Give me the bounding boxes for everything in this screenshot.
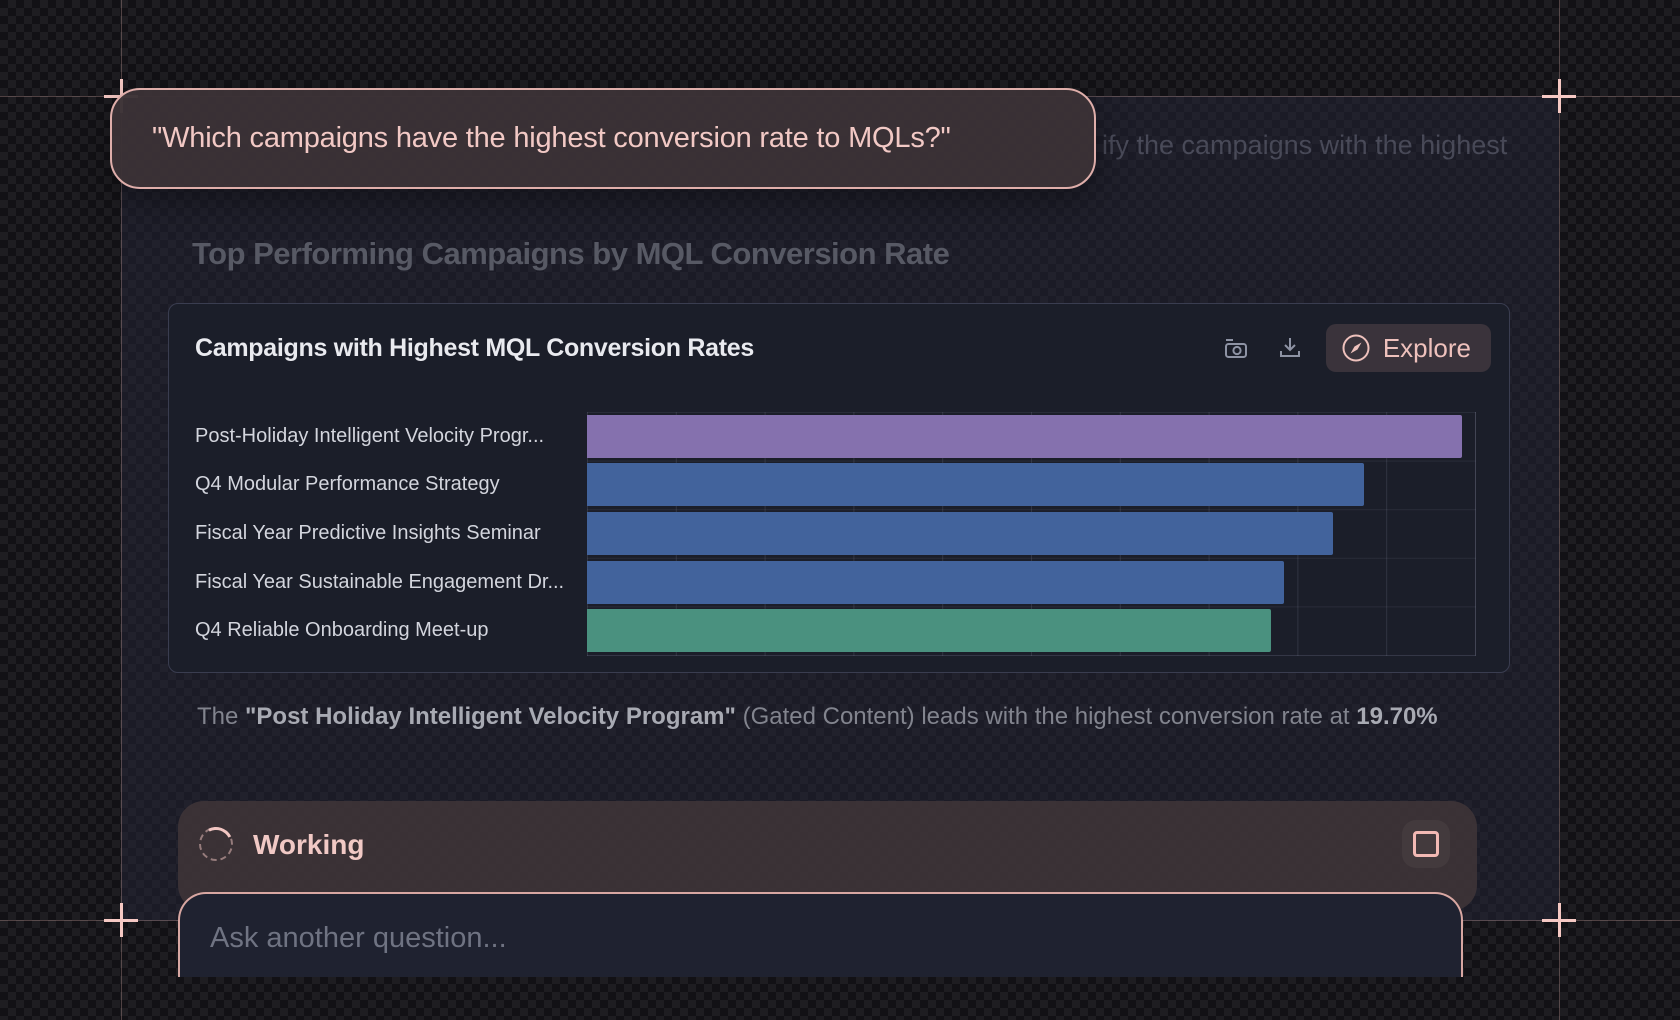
stop-button[interactable] [1402,820,1450,868]
bar-track [587,511,1475,555]
stop-icon [1413,831,1439,857]
bar[interactable] [587,511,1333,555]
chart-row: Fiscal Year Sustainable Engagement Dr... [195,558,1485,607]
bar[interactable] [587,414,1462,458]
explore-button-label: Explore [1382,332,1471,363]
caption-prefix: The [197,703,246,730]
download-button[interactable] [1268,326,1312,370]
working-status-label: Working [253,829,365,860]
bar[interactable] [587,609,1271,653]
bar[interactable] [587,463,1364,507]
category-label: Q4 Modular Performance Strategy [195,473,500,496]
question-bubble: "Which campaigns have the highest conver… [110,88,1096,189]
caption-campaign: "Post Holiday Intelligent Velocity Progr… [245,703,736,730]
chart-row: Q4 Modular Performance Strategy [195,461,1485,510]
compass-icon [1342,334,1370,362]
ask-question-input[interactable] [178,892,1463,977]
caption-value: 19.70% [1356,703,1438,730]
category-label: Fiscal Year Predictive Insights Seminar [195,521,541,544]
crop-mark-top-right [1542,79,1576,113]
insight-caption: The "Post Holiday Intelligent Velocity P… [197,703,1438,731]
chart-row: Post-Holiday Intelligent Velocity Progr.… [195,412,1485,461]
guide-line-left [121,0,122,1020]
download-icon [1279,338,1300,357]
chart-row: Q4 Reliable Onboarding Meet-up [195,606,1485,655]
chart-rows: Post-Holiday Intelligent Velocity Progr.… [195,412,1485,655]
chart-card: Campaigns with Highest MQL Conversion Ra… [168,303,1510,673]
camera-button[interactable] [1214,326,1258,370]
crop-mark-bottom-left [104,903,138,937]
chart-row: Fiscal Year Predictive Insights Seminar [195,509,1485,558]
caption-middle: (Gated Content) leads with the highest c… [735,703,1357,730]
bar-track [587,414,1475,458]
bar-track [587,463,1475,507]
bar-track [587,560,1475,604]
camera-icon [1224,339,1247,358]
category-label: Q4 Reliable Onboarding Meet-up [195,619,489,642]
page-title: Top Performing Campaigns by MQL Conversi… [192,236,950,271]
question-bubble-text: "Which campaigns have the highest conver… [152,122,951,154]
chart-card-header: Campaigns with Highest MQL Conversion Ra… [195,322,1491,374]
crop-mark-bottom-right [1542,903,1576,937]
bar[interactable] [587,560,1285,604]
explore-button[interactable]: Explore [1325,324,1491,372]
bar-chart: Post-Holiday Intelligent Velocity Progr.… [195,412,1485,656]
category-label: Fiscal Year Sustainable Engagement Dr... [195,570,565,593]
chart-card-title: Campaigns with Highest MQL Conversion Ra… [195,333,754,362]
ghost-prompt-text: ify the campaigns with the highest [1102,130,1508,160]
bar-track [587,609,1475,653]
category-label: Post-Holiday Intelligent Velocity Progr.… [195,424,545,447]
spinner-icon [199,827,233,861]
guide-line-right [1559,0,1560,1020]
